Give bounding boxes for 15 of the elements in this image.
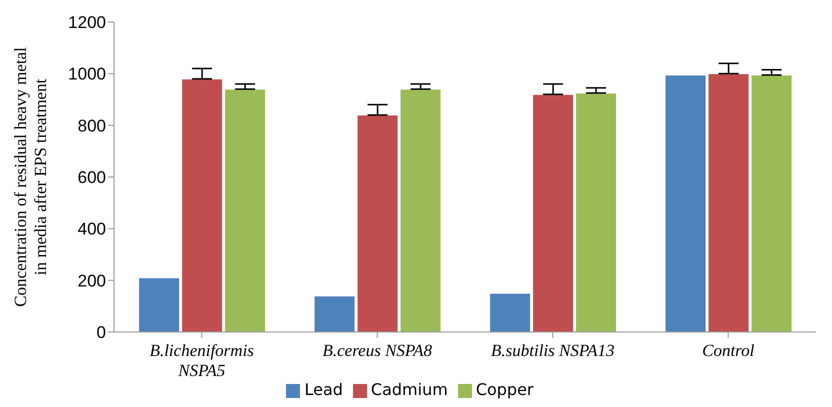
y-tick-label: 1000 [68,64,106,84]
x-tick-label: B.subtilis NSPA13 [491,341,614,360]
y-tick-label: 1200 [68,13,106,32]
y-tick-label: 600 [78,168,106,188]
y-tick-label: 0 [96,323,106,342]
x-tick-label: B.licheniformis NSPA5 [150,341,254,380]
legend-label: Cadmium [370,380,448,399]
x-tick-label: B.cereus NSPA8 [322,341,433,360]
y-tick-label: 800 [78,116,106,136]
legend-label: Lead [304,380,343,399]
y-tick-label: 400 [78,220,106,239]
legend-label: Copper [476,380,534,399]
y-tick-label: 200 [78,271,106,290]
x-tick-label: Control [702,341,755,360]
y-axis-title: Concentration of residual heavy metal in media after EPS treatment [11,46,50,307]
